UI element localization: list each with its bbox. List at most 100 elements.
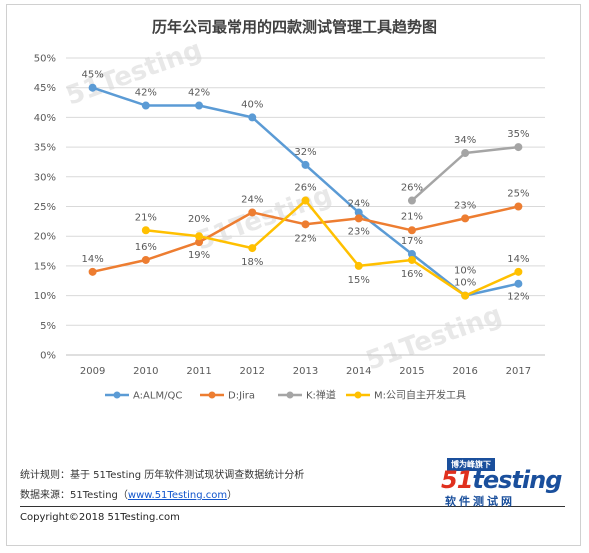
legend-marker <box>354 391 362 399</box>
stats-rule-text: 统计规则：基于 51Testing 历年软件测试现状调查数据统计分析 <box>20 470 305 481</box>
data-point <box>141 226 150 235</box>
data-point <box>514 267 523 276</box>
data-label: 10% <box>454 278 476 289</box>
y-tick-label: 10% <box>34 291 56 302</box>
x-tick-label: 2009 <box>80 366 105 377</box>
y-tick-label: 25% <box>34 202 56 213</box>
data-point <box>195 101 204 110</box>
data-point <box>88 83 97 92</box>
data-label: 14% <box>507 254 529 265</box>
logo-number: 51 <box>441 466 473 494</box>
data-label: 42% <box>188 88 210 99</box>
logo-subtitle: 软件测试网 <box>445 495 515 508</box>
data-point <box>195 232 204 241</box>
copyright-text: Copyright©2018 51Testing.com <box>20 512 180 523</box>
y-tick-label: 40% <box>34 113 56 124</box>
data-label: 10% <box>454 266 476 277</box>
data-point <box>141 255 150 264</box>
data-point <box>407 196 416 205</box>
legend-label: A:ALM/QC <box>133 391 182 402</box>
data-label: 21% <box>401 211 423 222</box>
data-point <box>248 113 257 122</box>
x-tick-label: 2014 <box>346 366 371 377</box>
data-point <box>141 101 150 110</box>
data-point <box>461 291 470 300</box>
y-tick-label: 50% <box>34 54 56 65</box>
data-label: 18% <box>241 257 263 268</box>
x-tick-label: 2016 <box>452 366 477 377</box>
x-tick-label: 2011 <box>186 366 211 377</box>
y-tick-label: 15% <box>34 261 56 272</box>
data-point <box>461 149 470 158</box>
legend-marker <box>113 391 121 399</box>
data-label: 16% <box>135 242 157 253</box>
x-tick-label: 2017 <box>506 366 531 377</box>
data-label: 40% <box>241 99 263 110</box>
data-label: 32% <box>294 147 316 158</box>
watermark-text: 51Testing <box>362 300 506 377</box>
data-point <box>88 267 97 276</box>
data-source-suffix: ） <box>227 490 238 501</box>
legend-marker <box>286 391 294 399</box>
chart-frame <box>6 4 581 546</box>
logo-word: testing <box>472 466 562 494</box>
data-label: 16% <box>401 269 423 280</box>
data-point <box>407 255 416 264</box>
data-label: 15% <box>348 275 370 286</box>
data-point <box>301 196 310 205</box>
data-source-prefix: 数据来源：51Testing（ <box>20 490 128 501</box>
data-point <box>461 214 470 223</box>
logo-wordmark: 51testing <box>441 466 562 494</box>
legend-label: D:Jira <box>228 391 255 402</box>
legend-label: K:禅道 <box>306 389 336 402</box>
y-tick-label: 5% <box>40 321 56 332</box>
data-label: 17% <box>401 236 423 247</box>
y-tick-label: 35% <box>34 143 56 154</box>
data-label: 22% <box>294 233 316 244</box>
data-label: 14% <box>81 254 103 265</box>
x-tick-label: 2015 <box>399 366 424 377</box>
data-label: 12% <box>507 292 529 303</box>
y-tick-label: 0% <box>40 351 56 362</box>
y-tick-label: 20% <box>34 232 56 243</box>
x-tick-label: 2012 <box>240 366 265 377</box>
footer-divider <box>20 506 565 507</box>
data-source-link[interactable]: www.51Testing.com <box>127 490 228 501</box>
data-point <box>248 244 257 253</box>
data-label: 35% <box>507 129 529 140</box>
data-label: 20% <box>188 214 210 225</box>
chart-title: 历年公司最常用的四款测试管理工具趋势图 <box>151 18 437 36</box>
data-label: 23% <box>348 226 370 237</box>
y-tick-label: 30% <box>34 172 56 183</box>
data-point <box>354 261 363 270</box>
data-point <box>407 226 416 235</box>
data-point <box>514 143 523 152</box>
data-point <box>301 220 310 229</box>
legend-marker <box>208 391 216 399</box>
data-point <box>514 202 523 211</box>
y-tick-label: 45% <box>34 83 56 94</box>
data-label: 42% <box>135 88 157 99</box>
series-line-3 <box>145 199 519 297</box>
data-point <box>248 208 257 217</box>
data-label: 34% <box>454 135 476 146</box>
data-label: 26% <box>294 183 316 194</box>
data-label: 24% <box>241 194 263 205</box>
data-label: 23% <box>454 200 476 211</box>
data-point <box>514 279 523 288</box>
51testing-logo: 博为峰旗下 51testing 软件测试网 <box>437 458 562 508</box>
logo-tagline: 博为峰旗下 <box>447 458 495 471</box>
data-label: 19% <box>188 250 210 261</box>
data-label: 25% <box>507 189 529 200</box>
data-label: 24% <box>348 198 370 209</box>
data-source-text: 数据来源：51Testing（www.51Testing.com） <box>20 486 237 501</box>
data-label: 45% <box>81 70 103 81</box>
x-tick-label: 2010 <box>133 366 158 377</box>
data-label: 21% <box>135 212 157 223</box>
x-tick-label: 2013 <box>293 366 318 377</box>
data-point <box>354 214 363 223</box>
legend-label: M:公司自主开发工具 <box>374 389 466 402</box>
data-label: 26% <box>401 183 423 194</box>
data-point <box>301 160 310 169</box>
